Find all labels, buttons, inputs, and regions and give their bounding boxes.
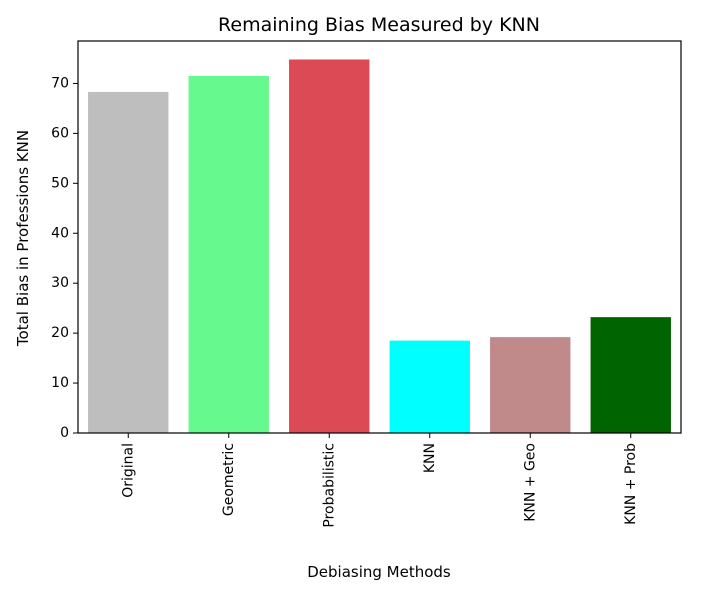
plot-frame — [77, 40, 682, 434]
bar-knn-geo — [490, 337, 571, 433]
bar-knn — [389, 340, 470, 433]
bars-layer — [88, 59, 671, 434]
chart-title: Remaining Bias Measured by KNN — [218, 14, 540, 36]
y-tick-label: 0 — [60, 425, 69, 441]
y-axis-ticks: 0 10 20 30 40 50 60 70 — [51, 75, 78, 441]
y-tick-label: 40 — [51, 225, 69, 241]
x-tick-label: Probabilistic — [321, 443, 337, 528]
x-tick-label: KNN + Geo — [522, 443, 538, 522]
x-tick-label: KNN + Prob — [623, 443, 639, 525]
y-axis-label: Total Bias in Professions KNN — [14, 130, 32, 347]
x-tick-label: Original — [120, 443, 136, 498]
bar-geometric — [188, 75, 269, 434]
x-tick-label: KNN — [422, 443, 438, 473]
y-tick-label: 50 — [51, 175, 69, 191]
y-tick-label: 70 — [51, 75, 69, 91]
x-axis-ticks: Original Geometric Probabilistic KNN KNN + G… — [120, 433, 639, 528]
bar-knn-prob — [590, 317, 671, 433]
bar-original — [88, 91, 169, 433]
y-tick-label: 10 — [51, 375, 69, 391]
y-tick-label: 20 — [51, 325, 69, 341]
x-tick-label: Geometric — [221, 443, 237, 516]
bar-probabilistic — [289, 59, 370, 433]
y-tick-label: 60 — [51, 125, 69, 141]
y-tick-label: 30 — [51, 275, 69, 291]
x-axis-label: Debiasing Methods — [307, 563, 451, 581]
